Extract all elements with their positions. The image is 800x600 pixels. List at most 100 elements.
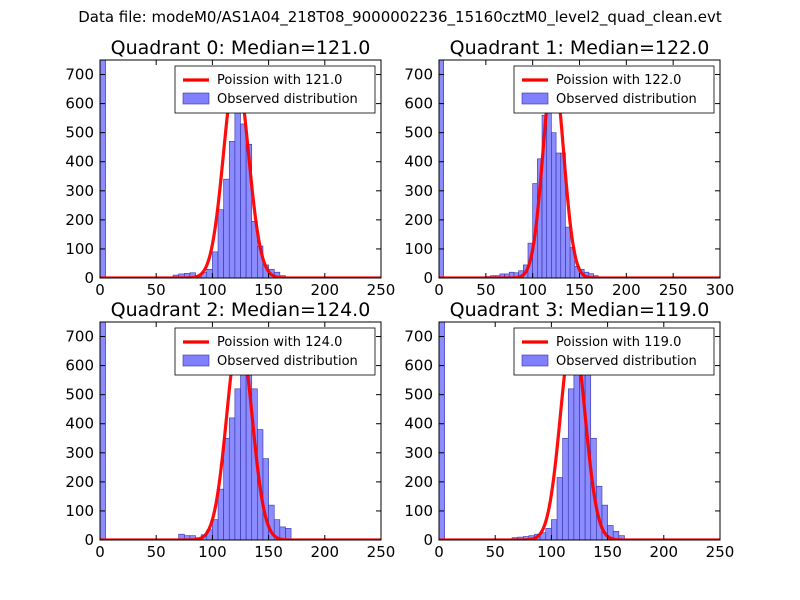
- legend-box: [513, 65, 715, 114]
- y-tick-label: 300: [65, 444, 94, 462]
- data-layer: [100, 322, 381, 540]
- y-tick-label: 600: [404, 95, 433, 113]
- y-tick-label: 0: [423, 531, 433, 549]
- figure-suptitle: Data file: modeM0/AS1A04_218T08_90000022…: [78, 8, 722, 26]
- x-tick-label: 150: [593, 543, 622, 561]
- hist-bar: [228, 141, 236, 278]
- y-tick-label: 600: [404, 357, 433, 375]
- y-tick-label: 0: [84, 531, 94, 549]
- y-tick-label: 500: [65, 386, 94, 404]
- hist-bar: [556, 477, 563, 540]
- x-tick-label: 250: [367, 543, 396, 561]
- x-tick-label: 250: [706, 543, 735, 561]
- y-tick-label: 400: [404, 415, 433, 433]
- legend-hist-label: Observed distribution: [556, 354, 697, 369]
- legend-fit-label: Poission with 124.0: [217, 335, 342, 350]
- hist-bar: [285, 528, 292, 540]
- x-tick-label: 50: [486, 543, 505, 561]
- y-tick-label: 200: [65, 473, 94, 491]
- poisson-fit-line: [439, 68, 720, 278]
- hist-bar: [228, 417, 236, 540]
- y-tick-label: 100: [404, 502, 433, 520]
- x-tick-label: 100: [198, 281, 227, 299]
- hist-bar: [206, 268, 213, 278]
- x-tick-label: 200: [310, 543, 339, 561]
- legend-fit-label: Poission with 119.0: [556, 335, 681, 350]
- x-tick-label: 0: [434, 281, 444, 299]
- legend-hist-swatch: [521, 92, 549, 105]
- x-tick-label: 200: [649, 543, 678, 561]
- hist-bar: [567, 388, 575, 540]
- y-tick-label: 700: [65, 328, 94, 346]
- hist-bar: [545, 528, 552, 540]
- chart-title: Quadrant 2: Median=124.0: [111, 299, 371, 321]
- y-tick-label: 200: [404, 211, 433, 229]
- x-tick-label: 50: [147, 543, 166, 561]
- axes-frame: [99, 59, 382, 279]
- hist-bar: [551, 519, 558, 540]
- y-tick-label: 0: [84, 269, 94, 287]
- legend-hist-label: Observed distribution: [556, 92, 697, 107]
- hist-bar: [618, 535, 625, 540]
- legend-hist-swatch: [182, 354, 210, 367]
- x-tick-label: 150: [254, 281, 283, 299]
- x-tick-label: 100: [518, 281, 547, 299]
- data-layer: [439, 60, 720, 278]
- x-tick-label: 0: [95, 281, 105, 299]
- legend-hist-swatch: [182, 92, 210, 105]
- chart-title: Quadrant 1: Median=122.0: [450, 37, 710, 59]
- legend-hist-label: Observed distribution: [217, 92, 358, 107]
- hist-bar: [234, 388, 241, 540]
- y-tick-label: 400: [65, 415, 94, 433]
- chart-panel-q0: 0 50 100 150 200 250 0 100 200 300 400 500 600 700 Qua…: [65, 37, 395, 299]
- y-tick-label: 300: [404, 444, 433, 462]
- hist-bar: [223, 178, 230, 278]
- y-tick-label: 300: [404, 182, 433, 200]
- y-tick-label: 300: [65, 182, 94, 200]
- y-tick-label: 500: [404, 124, 433, 142]
- x-tick-label: 50: [147, 281, 166, 299]
- x-tick-label: 0: [95, 543, 105, 561]
- hist-bar-zero: [439, 322, 445, 540]
- legend-box: [174, 65, 376, 114]
- hist-bar-zero: [100, 60, 106, 278]
- legend-box: [513, 327, 715, 376]
- x-tick-label: 150: [254, 543, 283, 561]
- y-tick-label: 100: [65, 240, 94, 258]
- y-tick-label: 600: [65, 95, 94, 113]
- y-tick-label: 500: [65, 124, 94, 142]
- y-tick-label: 700: [404, 328, 433, 346]
- chart-panel-q1: 0 50 100 150 200 250 300 0 100 200 300 400 500 600 700…: [404, 37, 734, 299]
- legend-box: [174, 327, 376, 376]
- hist-bar-zero: [100, 322, 106, 540]
- y-tick-label: 400: [404, 153, 433, 171]
- hist-bar: [555, 152, 562, 278]
- x-tick-label: 300: [706, 281, 735, 299]
- hist-bar: [212, 251, 219, 278]
- chart-panel-q2: 0 50 100 150 200 250 0 100 200 300 400 500 600 700 Qua…: [65, 299, 395, 561]
- legend-fit-label: Poission with 122.0: [556, 73, 681, 88]
- x-tick-label: 200: [310, 281, 339, 299]
- y-tick-label: 600: [65, 357, 94, 375]
- axes-frame: [99, 321, 382, 541]
- hist-bar-zero: [439, 60, 444, 278]
- x-tick-label: 50: [476, 281, 495, 299]
- y-tick-label: 400: [65, 153, 94, 171]
- chart-title: Quadrant 0: Median=121.0: [111, 37, 371, 59]
- y-tick-label: 700: [65, 66, 94, 84]
- x-tick-label: 0: [434, 543, 444, 561]
- y-tick-label: 100: [65, 502, 94, 520]
- hist-bar: [240, 123, 247, 278]
- hist-bar: [217, 488, 224, 540]
- legend-hist-swatch: [521, 354, 549, 367]
- y-tick-label: 500: [404, 386, 433, 404]
- legend-fit-label: Poission with 121.0: [217, 73, 342, 88]
- y-tick-label: 0: [423, 269, 433, 287]
- y-tick-label: 100: [404, 240, 433, 258]
- legend-hist-label: Observed distribution: [217, 354, 358, 369]
- axes-frame: [438, 321, 721, 541]
- y-tick-label: 700: [404, 66, 433, 84]
- hist-bar: [217, 209, 224, 278]
- hist-bar: [212, 519, 219, 540]
